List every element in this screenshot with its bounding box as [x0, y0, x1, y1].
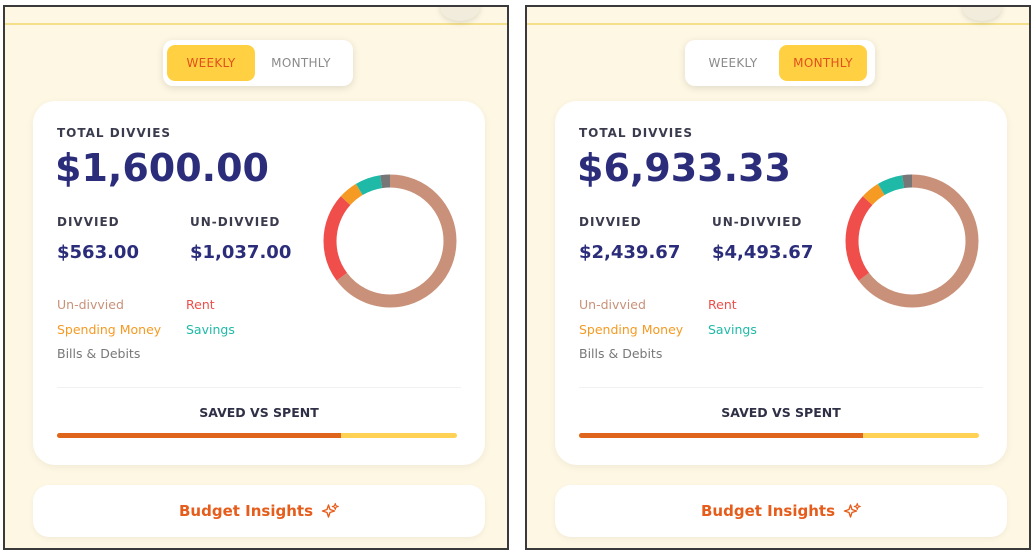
total-divvies-value: $6,933.33 [577, 146, 791, 190]
header-divider [5, 23, 507, 25]
legend-bills-debits: Bills & Debits [579, 346, 663, 361]
divvies-donut-chart [845, 174, 979, 308]
legend-bills-debits: Bills & Debits [57, 346, 141, 361]
toggle-weekly[interactable]: WEEKLY [708, 56, 758, 70]
legend-undivvied: Un-divvied [57, 297, 124, 312]
total-divvies-value: $1,600.00 [55, 146, 269, 190]
saved-vs-spent-fill [57, 433, 341, 438]
undivvied-value: $4,493.67 [712, 242, 814, 263]
total-divvies-label: TOTAL DIVVIES [57, 126, 172, 140]
budget-insights-button[interactable]: Budget Insights [33, 485, 485, 537]
saved-vs-spent-bar [579, 433, 979, 438]
divvied-label: DIVVIED [579, 215, 642, 229]
card-divider [57, 387, 461, 388]
legend-rent: Rent [708, 297, 737, 312]
legend-rent: Rent [186, 297, 215, 312]
period-toggle: WEEKLY MONTHLY [685, 40, 875, 86]
budget-insights-label: Budget Insights [179, 502, 313, 520]
toggle-monthly[interactable]: MONTHLY [271, 56, 331, 70]
divvied-label: DIVVIED [57, 215, 120, 229]
card-divider [579, 387, 983, 388]
undivvied-label: UN-DIVVIED [712, 215, 803, 229]
saved-vs-spent-label: SAVED VS SPENT [721, 405, 841, 420]
divvies-card: TOTAL DIVVIES $6,933.33 DIVVIED UN-DIVVI… [555, 101, 1007, 465]
header-avatar-edge [440, 7, 480, 21]
divvies-card: TOTAL DIVVIES $1,600.00 DIVVIED UN-DIVVI… [33, 101, 485, 465]
saved-vs-spent-bar [57, 433, 457, 438]
undivvied-label: UN-DIVVIED [190, 215, 281, 229]
legend-spending-money: Spending Money [579, 322, 684, 337]
donut-segment-bills [323, 174, 457, 308]
donut-segment-bills [845, 174, 979, 308]
donut-segment-rent [323, 174, 457, 308]
sparkle-icon [843, 502, 861, 518]
legend-spending-money: Spending Money [57, 322, 162, 337]
toggle-monthly[interactable]: MONTHLY [779, 45, 867, 81]
sparkle-icon [321, 502, 339, 518]
weekly-panel: WEEKLY MONTHLY TOTAL DIVVIES $1,600.00 D… [3, 5, 509, 550]
donut-segment-rent [845, 174, 979, 308]
toggle-weekly[interactable]: WEEKLY [167, 45, 255, 81]
monthly-panel: WEEKLY MONTHLY TOTAL DIVVIES $6,933.33 D… [525, 5, 1031, 550]
legend-savings: Savings [186, 322, 235, 337]
undivvied-value: $1,037.00 [190, 242, 292, 263]
legend-undivvied: Un-divvied [579, 297, 646, 312]
header-divider [527, 23, 1029, 25]
legend-savings: Savings [708, 322, 757, 337]
total-divvies-label: TOTAL DIVVIES [579, 126, 694, 140]
header-avatar-edge [962, 7, 1002, 21]
divvied-value: $2,439.67 [579, 242, 681, 263]
saved-vs-spent-fill [579, 433, 863, 438]
budget-insights-button[interactable]: Budget Insights [555, 485, 1007, 537]
saved-vs-spent-label: SAVED VS SPENT [199, 405, 319, 420]
divvied-value: $563.00 [57, 242, 139, 263]
budget-insights-label: Budget Insights [701, 502, 835, 520]
divvies-donut-chart [323, 174, 457, 308]
period-toggle: WEEKLY MONTHLY [163, 40, 353, 86]
